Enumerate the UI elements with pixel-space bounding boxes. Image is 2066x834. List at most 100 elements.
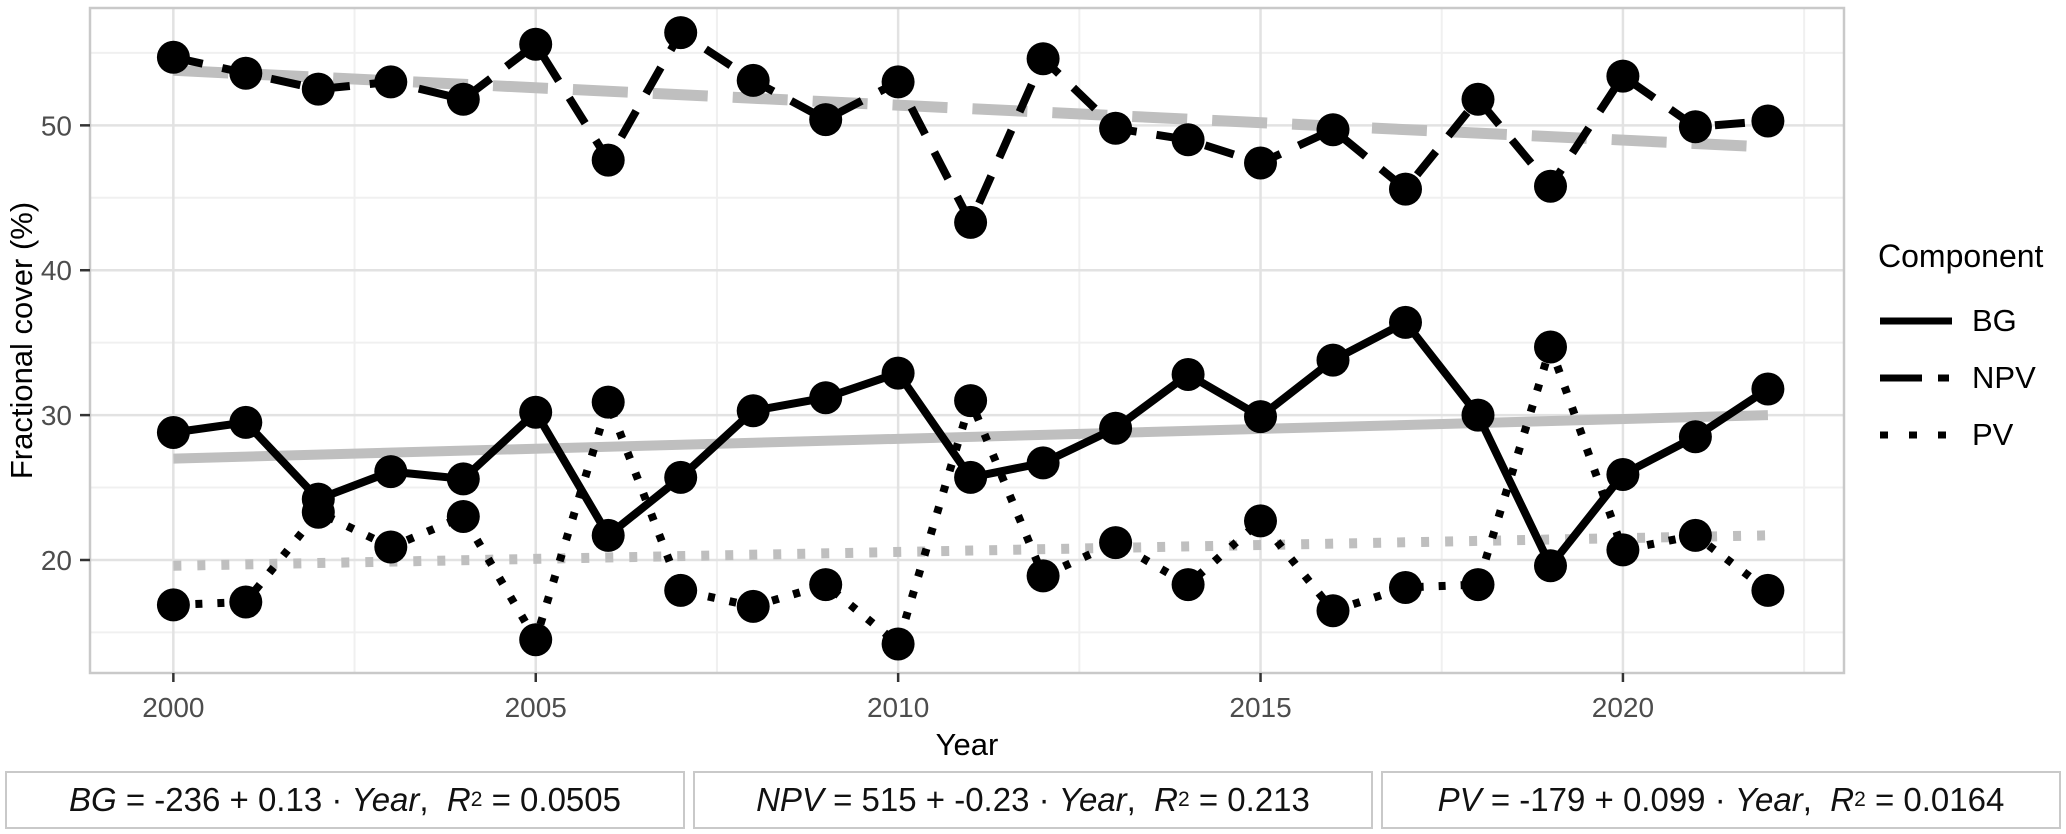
x-tick-label: 2005 (505, 692, 567, 723)
data-point-bg (664, 460, 698, 494)
data-point-npv (374, 65, 408, 99)
data-point-pv (301, 495, 335, 529)
data-point-npv (1534, 169, 1567, 203)
line-chart: 2000 2005 2010 2015 202020304050YearFraction… (4, 6, 1846, 762)
data-point-bg (736, 394, 770, 428)
panel-background (90, 8, 1844, 673)
trendline-bg (173, 410, 1769, 464)
data-point-npv (1606, 59, 1640, 93)
data-point-pv (664, 573, 698, 607)
data-point-npv (664, 16, 698, 50)
data-point-npv (881, 65, 915, 99)
data-point-bg (519, 395, 553, 429)
x-tick-label: 2015 (1229, 692, 1291, 723)
data-point-bg (1171, 358, 1205, 391)
data-point-npv (1316, 113, 1350, 147)
data-point-npv (1751, 104, 1785, 138)
data-point-bg (1606, 458, 1640, 491)
data-point-pv (1534, 330, 1567, 364)
data-point-pv (1751, 573, 1785, 607)
data-point-bg (809, 381, 843, 415)
legend-line-solid-icon (1880, 317, 1952, 325)
y-tick-label: 30 (41, 400, 72, 431)
x-tick-label: 2020 (1592, 692, 1654, 723)
data-point-bg (1678, 420, 1712, 454)
y-tick-label: 20 (41, 545, 72, 576)
data-point-pv (519, 623, 553, 657)
x-axis-title: Year (936, 727, 999, 762)
data-point-npv (1678, 110, 1712, 144)
data-point-bg (1534, 549, 1567, 583)
data-point-pv (229, 585, 263, 619)
panel-border (88, 6, 1846, 675)
data-point-pv (1461, 568, 1495, 602)
data-point-npv (1461, 82, 1495, 116)
y-tick-label: 50 (41, 110, 72, 141)
data-point-bg (156, 416, 190, 449)
data-point-bg (1026, 446, 1060, 480)
x-tick-label: 2000 (142, 692, 204, 723)
data-point-bg (1751, 372, 1785, 406)
legend-line-dashed-icon (1880, 374, 1952, 382)
data-point-bg (229, 405, 263, 439)
data-point-bg (591, 518, 625, 552)
data-point-bg (1316, 343, 1350, 377)
data-point-pv (736, 589, 770, 623)
data-point-npv (156, 40, 190, 74)
data-point-npv (1171, 123, 1205, 157)
data-point-pv (1099, 526, 1133, 560)
data-point-pv (809, 568, 843, 602)
x-tick-label: 2010 (867, 692, 929, 723)
data-point-pv (881, 627, 915, 661)
legend-title: Component (1878, 238, 2044, 274)
data-point-bg (881, 356, 915, 390)
data-point-npv (1026, 42, 1060, 76)
y-axis-title: Fractional cover (%) (4, 202, 39, 479)
data-point-npv (809, 103, 843, 137)
data-point-pv (446, 500, 480, 533)
legend-item-label: NPV (1972, 360, 2036, 395)
data-point-pv (1678, 518, 1712, 552)
legend-item-label: PV (1972, 417, 2014, 452)
data-point-npv (229, 56, 263, 90)
data-point-bg (954, 460, 988, 494)
data-point-npv (301, 72, 335, 106)
data-point-pv (156, 588, 190, 622)
data-point-bg (1461, 398, 1495, 432)
trendline-pv (173, 530, 1768, 571)
data-point-bg (374, 455, 408, 489)
legend-line-dotted-icon (1880, 431, 1952, 439)
data-point-bg (1389, 305, 1422, 339)
data-point-pv (1389, 571, 1422, 604)
data-point-npv (591, 143, 625, 177)
data-point-pv (591, 385, 625, 419)
data-point-bg (1099, 411, 1133, 445)
data-point-npv (519, 27, 553, 61)
data-point-pv (1244, 504, 1277, 538)
legend: Component BG NPV PV (1878, 238, 2066, 472)
y-tick-label: 40 (41, 255, 72, 286)
legend-item-bg: BG (1878, 301, 2066, 341)
data-point-pv (374, 530, 408, 564)
data-point-pv (1171, 568, 1205, 602)
data-point-bg (446, 462, 480, 496)
data-point-npv (1244, 146, 1277, 180)
data-point-bg (1244, 400, 1277, 434)
legend-item-pv: PV (1878, 415, 2066, 455)
data-point-pv (1606, 533, 1640, 567)
data-point-pv (1316, 594, 1350, 628)
data-point-npv (1389, 172, 1422, 206)
data-point-pv (954, 384, 988, 418)
data-point-pv (1026, 559, 1060, 593)
legend-item-npv: NPV (1878, 358, 2066, 398)
data-point-npv (954, 205, 988, 239)
trendline-npv (173, 64, 1769, 153)
data-point-npv (1099, 111, 1133, 145)
data-point-npv (736, 63, 770, 97)
data-point-npv (446, 82, 480, 116)
legend-item-label: BG (1972, 303, 2017, 338)
